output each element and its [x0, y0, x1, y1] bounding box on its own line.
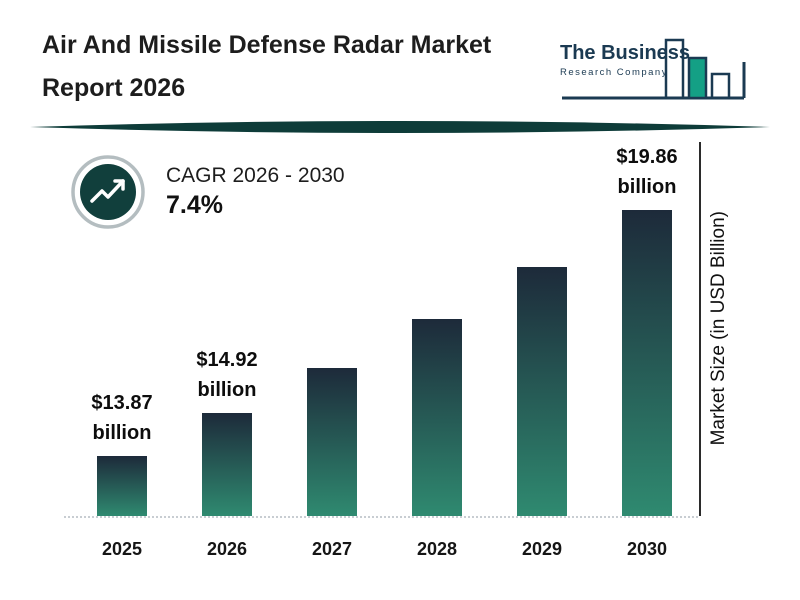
bar-2027 — [307, 368, 357, 516]
header-divider — [30, 121, 770, 133]
bar-2030 — [622, 210, 672, 516]
logo-bars-icon — [562, 38, 746, 100]
bar-value-unit-2025: billion — [92, 422, 152, 444]
bar-value-label-2025: $13.87 billion — [60, 388, 184, 448]
bar-value-unit-2030: billion — [617, 176, 677, 198]
bar-value-unit-2026: billion — [197, 379, 257, 401]
cagr-text: CAGR 2026 - 2030 7.4% — [166, 164, 345, 220]
y-axis-title-text: Market Size (in USD Billion) — [708, 210, 729, 446]
bar-2028 — [412, 319, 462, 516]
page-title-line-2: Report 2026 — [42, 74, 186, 102]
page-title-line-1: Air And Missile Defense Radar Market — [42, 31, 492, 59]
bar-2025 — [97, 456, 147, 516]
bar-2029 — [517, 267, 567, 516]
y-axis-title: Market Size (in USD Billion) — [702, 140, 736, 516]
cagr-value: 7.4% — [166, 191, 223, 219]
x-tick-label-2028: 2028 — [416, 539, 458, 559]
company-logo: The Business Research Company — [558, 32, 750, 108]
x-axis-baseline — [64, 516, 698, 518]
page-title: Air And Missile Defense Radar Market Rep… — [42, 24, 491, 110]
cagr-block: CAGR 2026 - 2030 7.4% — [70, 154, 345, 230]
logo-company-name: The Business — [560, 42, 691, 64]
bar-value-amount-2030: $19.86 — [616, 146, 678, 168]
x-tick-label-2026: 2026 — [206, 539, 248, 559]
logo-company-subtitle: Research Company — [560, 67, 668, 78]
x-tick-label-2027: 2027 — [311, 539, 353, 559]
y-axis-line — [699, 142, 701, 516]
x-tick-label-2029: 2029 — [521, 539, 563, 559]
bar-value-label-2026: $14.92 billion — [165, 345, 289, 405]
bar-value-label-2030: $19.86 billion — [585, 142, 709, 202]
bar-value-amount-2025: $13.87 — [91, 392, 153, 414]
x-tick-label-2030: 2030 — [626, 539, 668, 559]
growth-trend-icon — [71, 155, 145, 229]
bar-2026 — [202, 413, 252, 516]
cagr-label: CAGR 2026 - 2030 — [166, 164, 345, 187]
bar-value-amount-2026: $14.92 — [196, 349, 258, 371]
logo-text: The Business Research Company — [560, 42, 690, 78]
x-tick-label-2025: 2025 — [101, 539, 143, 559]
